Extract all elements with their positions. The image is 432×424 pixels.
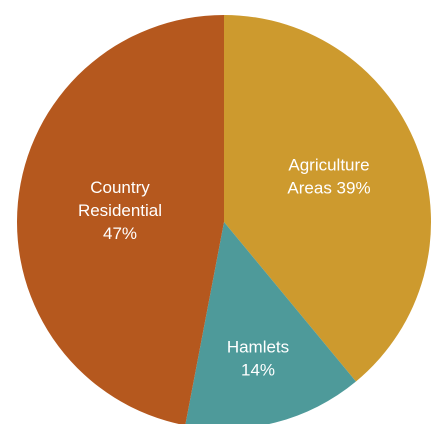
pie-slice-country-residential [17, 15, 224, 424]
pie-slice-agriculture-areas [224, 15, 431, 382]
slice-label-hamlets-line-2: 14% [241, 361, 275, 380]
pie-slices [17, 15, 431, 424]
slice-label-country-residential-line-3: 47% [103, 224, 137, 243]
slice-label-agriculture-areas-line-1: Agriculture [288, 156, 369, 175]
slice-label-hamlets-line-1: Hamlets [227, 338, 289, 357]
pie-slice-hamlets [185, 222, 356, 424]
pie-labels: Agriculture Areas 39% Hamlets 14% Country Res… [78, 156, 371, 380]
slice-label-agriculture-areas-line-2: Areas 39% [287, 179, 370, 198]
slice-label-country-residential-line-2: Residential [78, 201, 162, 220]
slice-label-country-residential-line-1: Country [90, 178, 150, 197]
